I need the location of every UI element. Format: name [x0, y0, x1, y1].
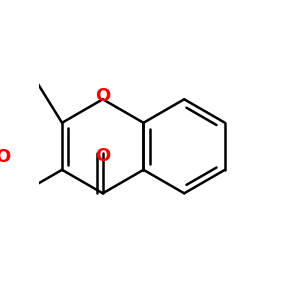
- Text: NH: NH: [0, 166, 1, 181]
- Text: O: O: [95, 87, 110, 105]
- Text: O: O: [0, 148, 11, 166]
- Text: O: O: [95, 147, 110, 165]
